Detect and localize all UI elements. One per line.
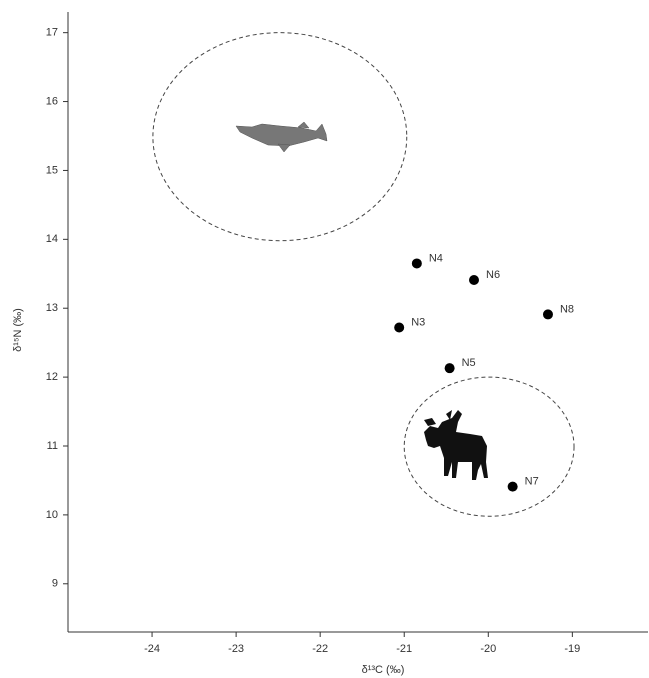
pike-icon [235,121,328,153]
x-tick-label: -21 [396,643,412,655]
ellipse [152,32,408,242]
point-label: N3 [411,316,425,328]
x-tick-label: -24 [144,643,160,655]
y-tick-label: 15 [46,164,58,176]
y-axis-label: δ¹⁵N (‰) [12,308,24,352]
point [394,322,405,333]
y-tick-label: 12 [46,371,58,383]
y-tick-label: 10 [46,509,58,521]
x-tick-label: -19 [564,643,580,655]
point [469,274,479,285]
y-tick-label: 11 [47,440,58,452]
point-label: N4 [429,252,443,264]
point [444,363,455,374]
point [542,309,553,320]
x-tick-label: -23 [228,643,244,655]
x-tick-label: -22 [312,643,328,655]
point-label: N8 [560,303,574,315]
ellipse [403,376,575,517]
point-label: N5 [462,357,476,369]
point-label: N7 [525,476,539,488]
y-tick-label: 14 [46,233,58,245]
x-tick-label: -20 [480,643,496,655]
point-label: N6 [486,269,500,281]
y-tick-label: 9 [52,578,58,590]
point [411,258,422,269]
y-tick-label: 13 [46,302,58,314]
x-axis-label: δ¹³C (‰) [362,664,405,676]
y-tick-label: 17 [46,27,58,39]
point [507,481,518,492]
moose-icon [424,410,488,480]
y-tick-label: 16 [46,95,58,107]
